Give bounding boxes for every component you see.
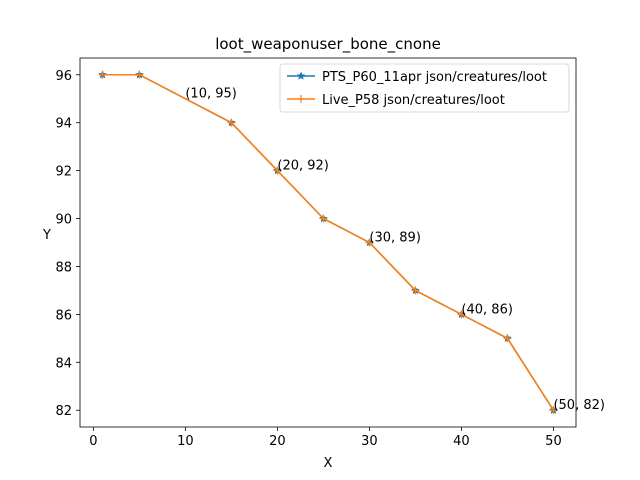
x-tick-label: 0 bbox=[89, 434, 97, 449]
y-tick-label: 90 bbox=[55, 213, 72, 228]
series-line-2 bbox=[102, 74, 555, 411]
data-label: (10, 95) bbox=[185, 87, 237, 102]
x-tick-label: 30 bbox=[361, 434, 378, 449]
x-tick-label: 40 bbox=[453, 434, 470, 449]
legend-label-2: Live_P58 json/creatures/loot bbox=[322, 93, 505, 108]
data-label: (30, 89) bbox=[369, 231, 421, 246]
legend-marker bbox=[296, 71, 306, 80]
x-tick-label: 50 bbox=[545, 434, 562, 449]
y-tick-label: 82 bbox=[55, 404, 72, 419]
x-axis-label: X bbox=[324, 456, 333, 471]
y-axis-label: Y bbox=[42, 228, 51, 243]
legend-box bbox=[279, 63, 570, 113]
y-tick-label: 96 bbox=[55, 69, 72, 84]
chart-title: loot_weaponuser_bone_cnone bbox=[215, 35, 441, 54]
y-tick-label: 88 bbox=[55, 260, 72, 275]
y-tick-label: 86 bbox=[55, 308, 72, 323]
x-tick-label: 10 bbox=[177, 434, 194, 449]
legend-label-1: PTS_P60_11apr json/creatures/loot bbox=[322, 70, 547, 85]
y-tick-label: 92 bbox=[55, 165, 72, 180]
y-tick-label: 84 bbox=[55, 356, 72, 371]
legend: PTS_P60_11apr json/creatures/loot Live_P5… bbox=[279, 63, 570, 113]
x-tick-label: 20 bbox=[269, 434, 286, 449]
data-label: (50, 82) bbox=[553, 398, 605, 413]
plot-area: 0 10 20 30 40 50 82 84 86 88 90 92 94 96 (10, 95) (20, … bbox=[55, 57, 605, 449]
y-tick-label: 94 bbox=[55, 117, 72, 132]
data-label: (40, 86) bbox=[461, 302, 512, 317]
axes-frame bbox=[79, 57, 577, 428]
data-label: (20, 92) bbox=[277, 159, 329, 174]
